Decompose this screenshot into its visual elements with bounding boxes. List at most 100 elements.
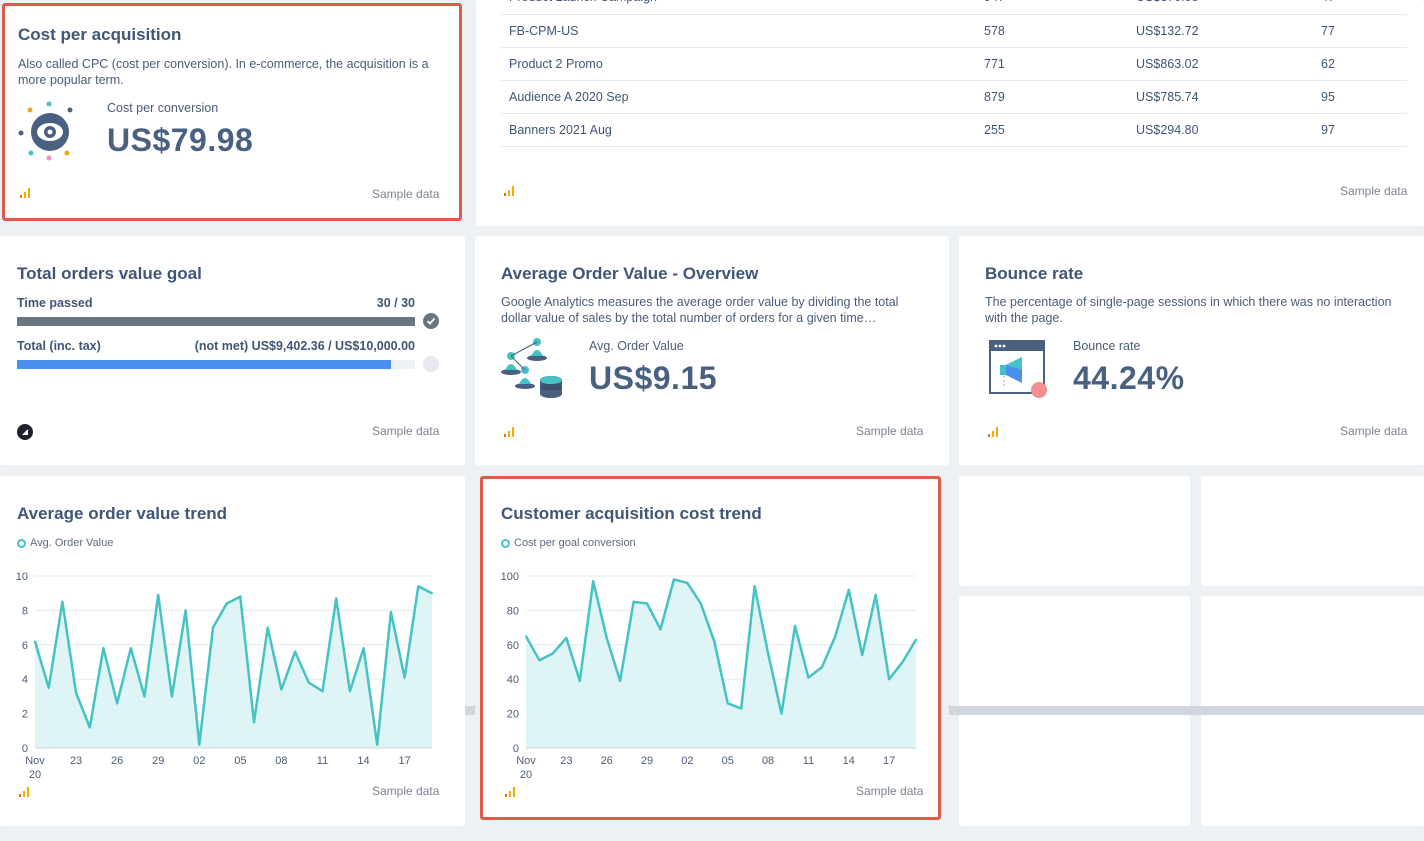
data-point[interactable]	[834, 635, 837, 638]
x-tick-label: 14	[843, 755, 855, 767]
data-point[interactable]	[266, 626, 269, 629]
data-point[interactable]	[699, 602, 702, 605]
people-database-icon	[499, 336, 565, 402]
x-tick-label: 05	[722, 755, 734, 767]
data-point[interactable]	[888, 678, 891, 681]
table-cell: US$132.72	[1128, 14, 1313, 48]
data-point[interactable]	[280, 688, 283, 691]
data-point[interactable]	[102, 647, 105, 650]
data-point[interactable]	[389, 611, 392, 614]
card-description: Google Analytics measures the average or…	[501, 295, 899, 325]
data-point[interactable]	[88, 726, 91, 729]
data-point[interactable]	[348, 690, 351, 693]
data-point[interactable]	[170, 695, 173, 698]
data-point[interactable]	[672, 578, 675, 581]
eye-icon	[17, 98, 77, 162]
table-cell: 95	[1313, 80, 1407, 114]
data-point[interactable]	[253, 721, 256, 724]
data-point[interactable]	[143, 695, 146, 698]
data-point[interactable]	[861, 654, 864, 657]
data-point[interactable]	[780, 712, 783, 715]
data-point[interactable]	[116, 702, 119, 705]
time-passed-bar-fill	[17, 317, 415, 326]
data-point[interactable]	[431, 592, 433, 595]
x-tick-label: 20	[29, 769, 41, 781]
data-point[interactable]	[632, 600, 635, 603]
cost-per-acquisition-card[interactable]: Cost per acquisition Also called CPC (co…	[2, 3, 462, 221]
y-tick-label: 2	[22, 709, 28, 721]
resize-handle[interactable]	[465, 706, 475, 715]
table-cell: 879	[976, 80, 1128, 114]
data-point[interactable]	[157, 593, 160, 596]
data-point[interactable]	[551, 652, 554, 655]
data-point[interactable]	[75, 691, 78, 694]
data-point[interactable]	[847, 588, 850, 591]
data-point[interactable]	[211, 626, 214, 629]
data-point[interactable]	[713, 640, 716, 643]
data-point[interactable]	[403, 676, 406, 679]
x-tick-label: 05	[234, 755, 246, 767]
data-point[interactable]	[239, 595, 242, 598]
data-point[interactable]	[376, 743, 379, 746]
data-point[interactable]	[34, 640, 36, 643]
browser-megaphone-icon	[989, 340, 1051, 402]
series-line	[33, 585, 433, 746]
data-point[interactable]	[335, 597, 338, 600]
aov-trend-card[interactable]: Average order value trend Avg. Order Val…	[0, 476, 465, 826]
x-tick-label: 02	[681, 755, 693, 767]
data-point[interactable]	[793, 624, 796, 627]
data-point[interactable]	[307, 681, 310, 684]
x-tick-label: Nov	[516, 755, 536, 767]
data-point[interactable]	[362, 647, 365, 650]
sample-data-label: Sample data	[1340, 424, 1408, 438]
data-point[interactable]	[525, 635, 527, 638]
data-point[interactable]	[129, 647, 132, 650]
table-cell: 578	[976, 14, 1128, 48]
data-point[interactable]	[417, 585, 420, 588]
metric-value: 44.24%	[1073, 360, 1185, 396]
data-point[interactable]	[686, 581, 689, 584]
data-point[interactable]	[578, 679, 581, 682]
chart-svg: 0 20 40 60 80 100 Nov 20 23 26 29 02 05 08 11 14 17	[501, 571, 918, 781]
data-point[interactable]	[321, 690, 324, 693]
y-tick-label: 40	[507, 674, 519, 686]
data-point[interactable]	[646, 602, 649, 605]
bounce-rate-card[interactable]: Bounce rate The percentage of single-pag…	[959, 236, 1424, 465]
total-label: Total (inc. tax)	[17, 339, 101, 353]
data-point[interactable]	[874, 593, 877, 596]
table-cell: 771	[976, 47, 1128, 81]
data-point[interactable]	[592, 580, 595, 583]
data-point[interactable]	[198, 743, 201, 746]
table-cell: US$785.74	[1128, 80, 1313, 114]
y-tick-label: 6	[22, 640, 28, 652]
data-point[interactable]	[61, 600, 64, 603]
data-point[interactable]	[619, 679, 622, 682]
aov-overview-card[interactable]: Average Order Value - Overview Google An…	[475, 236, 949, 465]
table-cell: US$863.02	[1128, 47, 1313, 81]
table-cell: 62	[1313, 47, 1407, 81]
data-point[interactable]	[659, 628, 662, 631]
card-title: Total orders value goal	[17, 264, 202, 283]
data-point[interactable]	[294, 650, 297, 653]
data-point[interactable]	[753, 585, 756, 588]
total-progress-bar-fill	[17, 360, 392, 369]
resize-handle[interactable]	[949, 706, 1424, 715]
data-point[interactable]	[740, 707, 743, 710]
sample-data-label: Sample data	[372, 784, 440, 798]
cac-trend-card[interactable]: Customer acquisition cost trend Cost per…	[480, 476, 941, 820]
data-point[interactable]	[225, 602, 228, 605]
data-point[interactable]	[47, 686, 50, 689]
data-point[interactable]	[807, 676, 810, 679]
y-tick-label: 60	[507, 640, 519, 652]
data-point[interactable]	[184, 609, 187, 612]
data-point[interactable]	[767, 652, 770, 655]
data-point[interactable]	[901, 661, 904, 663]
orders-goal-card[interactable]: Total orders value goal Time passed 30 /…	[0, 236, 465, 465]
data-point[interactable]	[726, 702, 729, 705]
data-point[interactable]	[565, 636, 568, 639]
data-point[interactable]	[820, 666, 823, 669]
empty-card	[1201, 476, 1424, 586]
data-point[interactable]	[605, 636, 608, 639]
data-point[interactable]	[915, 638, 917, 641]
data-point[interactable]	[538, 659, 541, 662]
